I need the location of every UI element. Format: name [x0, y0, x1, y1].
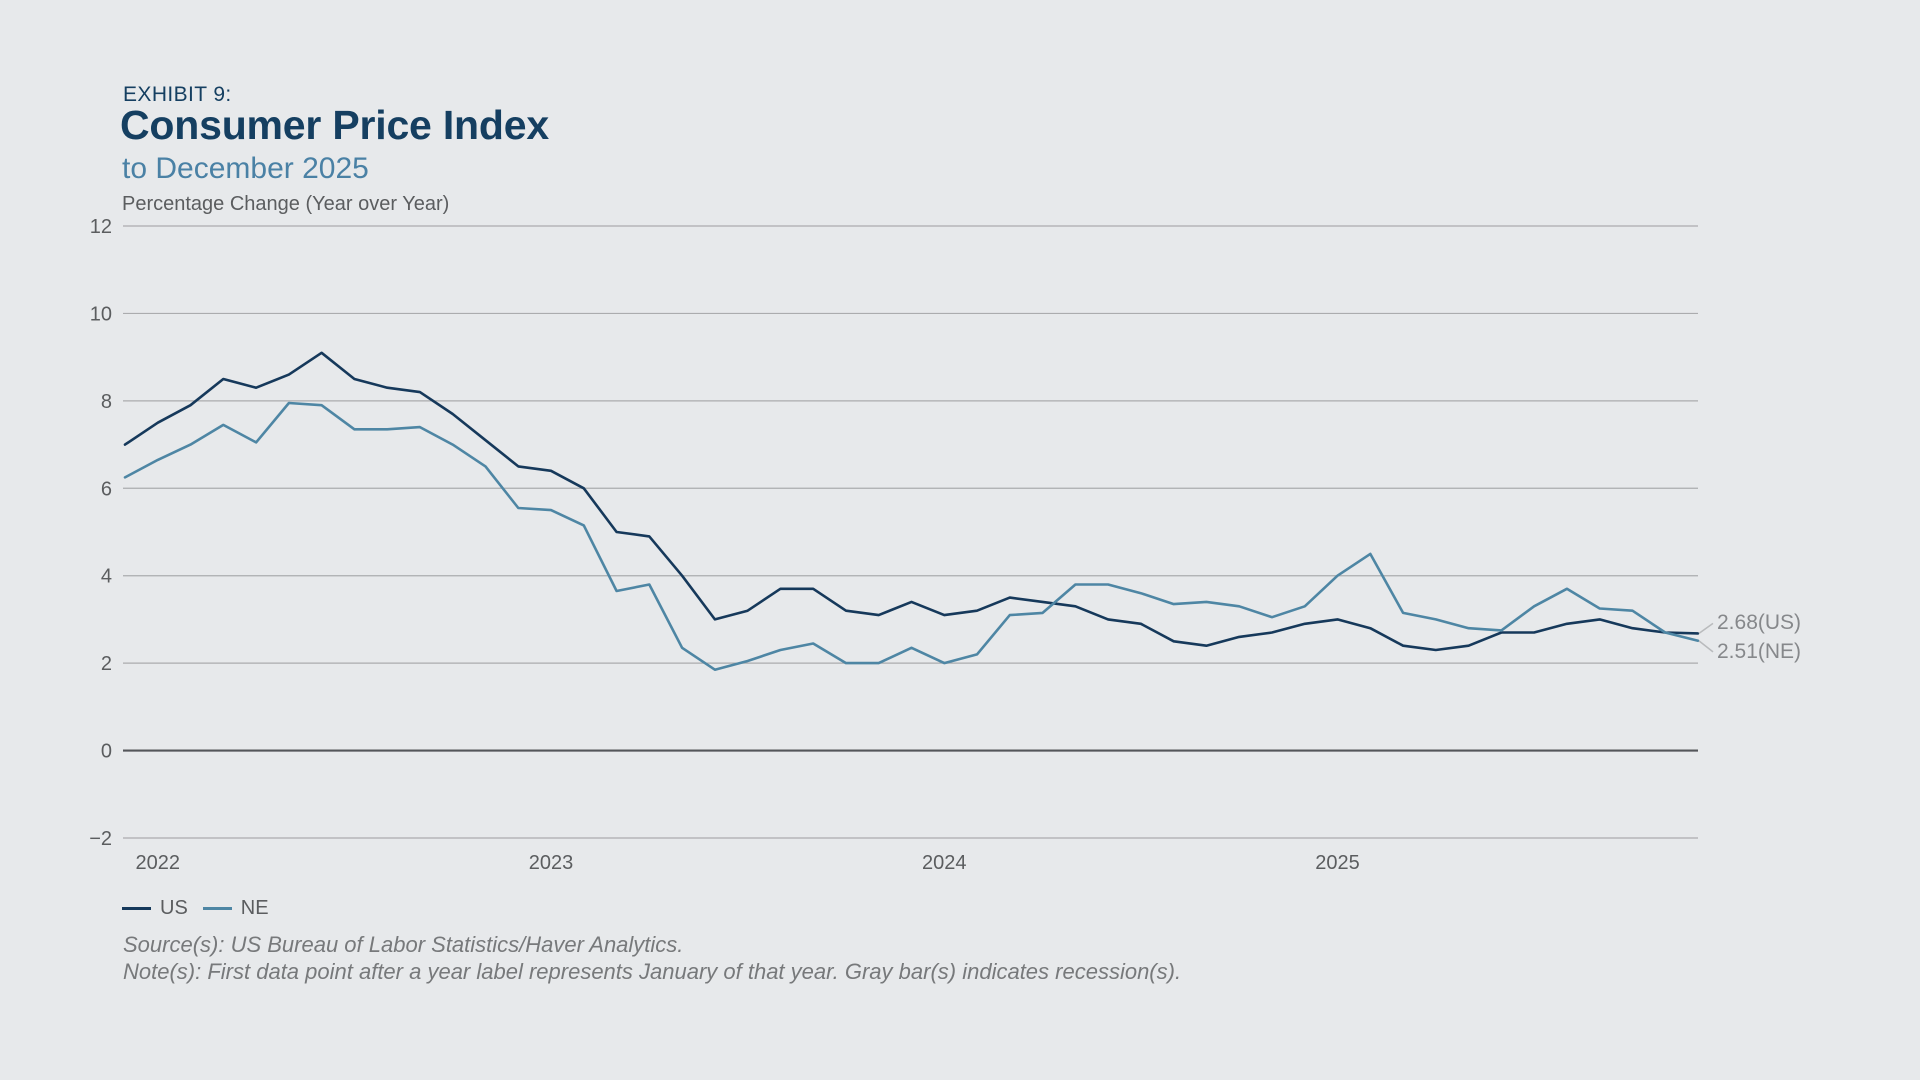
- ne-end-value-label: 2.51(NE): [1717, 640, 1802, 663]
- y-tick-label-2: 2: [101, 653, 112, 675]
- chart-legend: US NE: [122, 897, 269, 920]
- y-axis-unit-label: Percentage Change (Year over Year): [122, 193, 450, 215]
- y-tick-label-12: 12: [90, 216, 112, 238]
- page-title: Consumer Price Index: [120, 102, 549, 148]
- x-tick-label-2024: 2024: [922, 852, 967, 874]
- ne-leader-line: [1698, 640, 1714, 653]
- y-tick-label-8: 8: [101, 391, 112, 413]
- x-tick-label-2025: 2025: [1315, 852, 1360, 874]
- us-legend-label: US: [160, 897, 188, 919]
- us-line: [123, 351, 1700, 652]
- y-tick-label-6: 6: [101, 478, 112, 500]
- x-tick-label-2022: 2022: [136, 852, 181, 874]
- y-tick-label-0: 0: [101, 741, 112, 763]
- legend-item-us: US: [122, 897, 188, 920]
- exhibit-label: EXHIBIT 9:: [123, 83, 232, 106]
- x-tick-label-2023: 2023: [529, 852, 574, 874]
- ne-line: [123, 401, 1700, 672]
- y-tick-label-4: 4: [101, 566, 112, 588]
- us-line-swatch-icon: [122, 907, 151, 910]
- source-note: Source(s): US Bureau of Labor Statistics…: [123, 932, 684, 957]
- ne-legend-label: NE: [240, 897, 269, 919]
- legend-item-ne: NE: [202, 897, 269, 920]
- chart-subtitle: to December 2025: [122, 152, 369, 185]
- us-end-value-label: 2.68(US): [1717, 611, 1802, 634]
- us-leader-line: [1698, 622, 1714, 635]
- y-tick-label-−2: −2: [89, 828, 112, 850]
- y-tick-label-10: 10: [90, 303, 112, 325]
- footnote: Note(s): First data point after a year l…: [123, 959, 1182, 984]
- ne-line-swatch-icon: [202, 907, 232, 910]
